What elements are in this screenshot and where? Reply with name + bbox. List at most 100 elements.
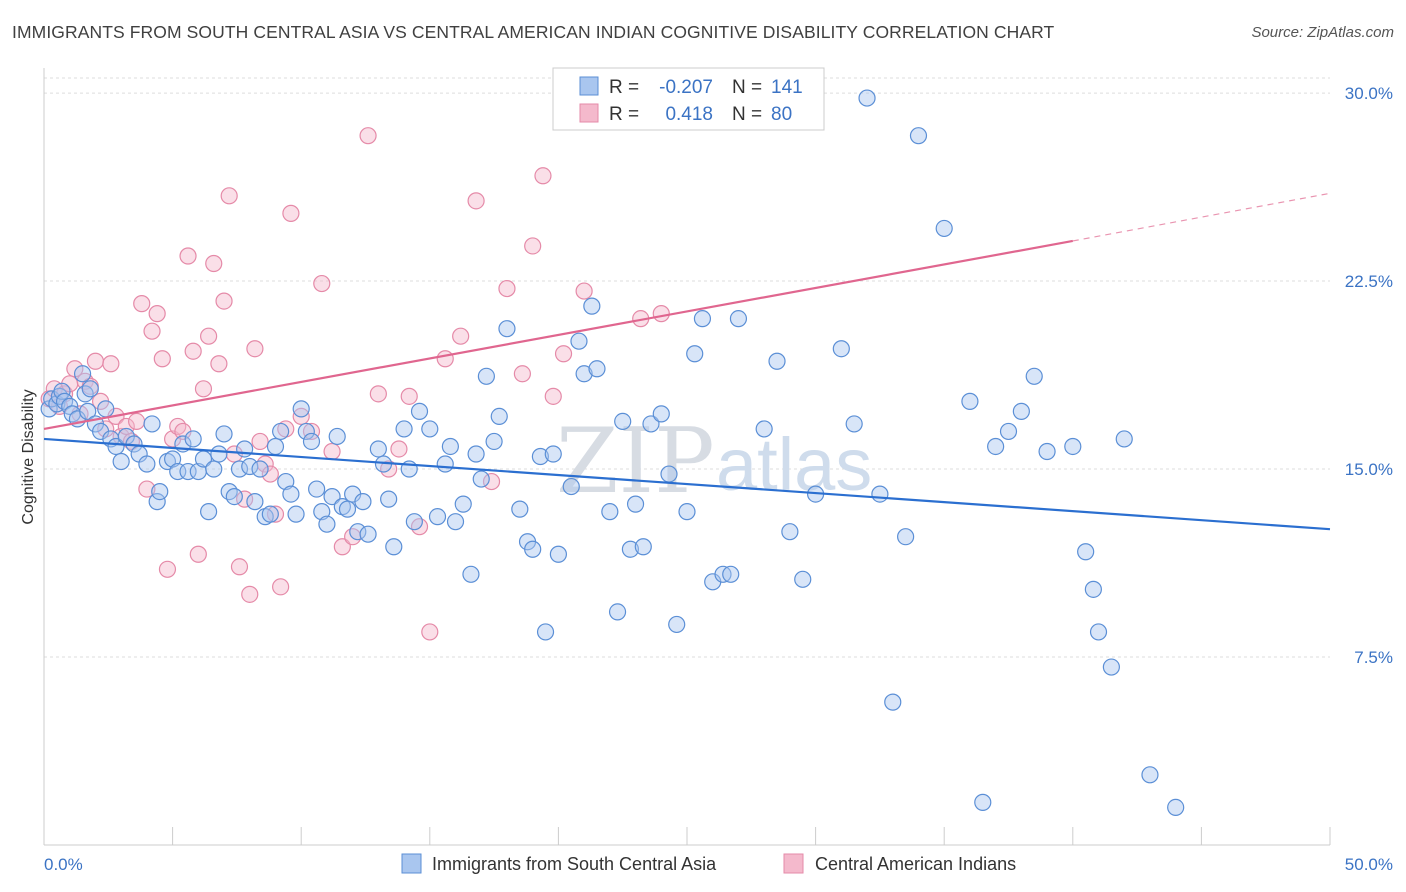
blue-point-38 (220, 482, 238, 501)
blue-point-79 (454, 495, 472, 513)
blue-point-138 (1084, 580, 1102, 598)
blue-point-56 (313, 503, 331, 521)
blue-point-74 (421, 420, 439, 438)
blue-point-83 (477, 367, 495, 385)
blue-point-15 (97, 400, 115, 418)
blue-point-50 (282, 485, 300, 503)
blue-point-46 (261, 505, 279, 523)
blue-point-4 (53, 382, 71, 400)
blue-point-89 (524, 540, 542, 558)
pink-point-55 (369, 385, 387, 403)
pink-point-60 (421, 623, 439, 641)
blue-point-77 (441, 437, 459, 456)
pink-series-points (40, 96, 670, 641)
blue-point-137 (1077, 543, 1095, 561)
x-tick-label-max: 50.0% (1345, 855, 1393, 874)
blue-point-64 (354, 493, 372, 511)
blue-point-69 (385, 538, 403, 556)
pink-point-69 (544, 387, 562, 405)
blue-point-49 (277, 472, 295, 491)
blue-point-116 (755, 420, 773, 438)
blue-point-76 (436, 455, 454, 473)
y-axis-label: Cognitive Disability (20, 389, 37, 524)
pink-point-30 (194, 380, 213, 398)
legend-n-value-pink: 80 (771, 104, 792, 125)
legend-r-value-pink: 0.418 (665, 104, 713, 125)
blue-point-27 (164, 450, 182, 468)
pink-point-58 (400, 387, 418, 405)
blue-point-72 (405, 513, 423, 531)
pink-point-9 (86, 352, 105, 370)
pink-point-38 (236, 490, 254, 508)
blue-point-57 (318, 515, 336, 533)
blue-point-34 (200, 503, 218, 521)
blue-point-105 (642, 415, 660, 433)
blue-point-5 (55, 392, 74, 410)
blue-point-108 (668, 615, 686, 634)
blue-point-127 (909, 127, 928, 145)
pink-point-22 (153, 350, 171, 368)
pink-point-27 (179, 247, 197, 265)
blue-point-121 (832, 340, 850, 358)
pink-point-12 (102, 355, 120, 373)
pink-point-47 (282, 204, 300, 222)
x-ticks (43, 827, 1331, 845)
blue-point-87 (511, 500, 529, 518)
pink-point-62 (452, 327, 470, 345)
chart-title: IMMIGRANTS FROM SOUTH CENTRAL ASIA VS CE… (12, 22, 1055, 42)
blue-point-48 (272, 422, 290, 441)
legend-r-value-blue: -0.207 (659, 77, 713, 98)
blue-trend-line (43, 437, 1331, 531)
blue-point-129 (961, 392, 979, 410)
blue-point-3 (50, 387, 69, 405)
blue-point-98 (588, 360, 606, 378)
blue-point-12 (81, 380, 99, 398)
blue-point-44 (251, 460, 269, 478)
blue-point-96 (575, 365, 593, 383)
pink-point-35 (220, 187, 238, 205)
pink-point-21 (148, 305, 166, 323)
pink-point-61 (436, 350, 454, 368)
pink-point-70 (554, 345, 573, 363)
blue-point-117 (768, 352, 786, 370)
blue-point-24 (148, 493, 166, 511)
blue-point-115 (729, 310, 748, 328)
blue-point-91 (536, 623, 555, 641)
legend-box: R = -0.207 N = 141 R = 0.418 N = 80 (552, 67, 825, 131)
pink-point-40 (246, 340, 264, 358)
blue-point-139 (1089, 623, 1108, 641)
trend-lines (43, 192, 1331, 531)
blue-point-70 (395, 420, 413, 438)
blue-point-131 (987, 437, 1005, 456)
blue-point-68 (380, 490, 398, 508)
blue-point-58 (323, 488, 341, 506)
blue-point-47 (266, 437, 285, 456)
blue-point-51 (287, 505, 305, 523)
blue-point-143 (1167, 798, 1185, 817)
blue-point-126 (897, 528, 915, 546)
legend-n-value-blue: 141 (771, 77, 803, 98)
blue-point-94 (562, 477, 580, 496)
blue-point-18 (112, 452, 130, 471)
blue-point-141 (1115, 430, 1133, 448)
blue-point-42 (241, 457, 259, 476)
pink-point-34 (215, 292, 233, 310)
blue-point-73 (410, 402, 429, 420)
blue-point-63 (349, 523, 367, 541)
blue-point-99 (601, 503, 619, 521)
bottom-legend-label-blue: Immigrants from South Central Asia (432, 854, 717, 874)
pink-point-17 (127, 412, 146, 431)
watermark-atlas: atlas (716, 423, 872, 506)
blue-point-124 (871, 485, 889, 503)
blue-point-142 (1141, 766, 1159, 784)
bottom-legend-swatch-pink (783, 853, 804, 874)
blue-point-92 (544, 445, 562, 463)
blue-point-132 (999, 422, 1018, 441)
pink-point-31 (200, 327, 218, 345)
pink-point-32 (205, 254, 223, 273)
blue-point-9 (73, 365, 92, 383)
legend-swatch-pink (579, 103, 599, 123)
blue-point-97 (583, 297, 601, 315)
blue-point-110 (686, 345, 704, 363)
